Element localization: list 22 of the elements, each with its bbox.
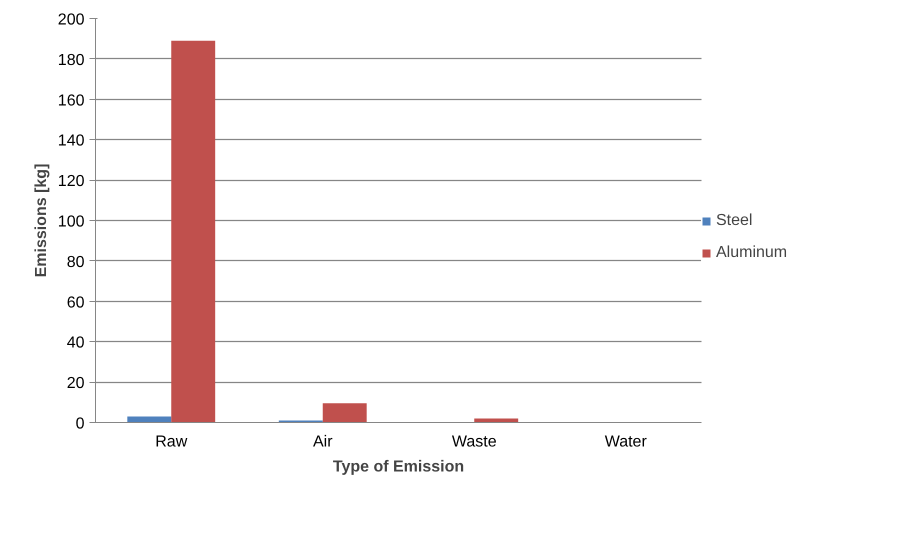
y-tick-label: 20 — [66, 375, 85, 392]
bar — [322, 403, 367, 422]
x-tick-label: Water — [604, 434, 648, 450]
legend-label: Steel — [716, 212, 752, 230]
x-tick-label: Air — [312, 434, 334, 450]
y-tick-label: 200 — [58, 12, 85, 28]
bar — [127, 416, 172, 422]
y-tick-label: 160 — [58, 92, 85, 110]
y-tick-label: 0 — [76, 416, 85, 432]
y-tick-label: 80 — [66, 254, 85, 271]
y-tick-label: 40 — [66, 334, 85, 352]
x-tick-label: Waste — [452, 434, 497, 450]
x-axis-title: Type of Emission — [332, 458, 464, 476]
bar — [171, 40, 216, 422]
y-tick-label: 100 — [58, 214, 85, 230]
y-tick-label: 120 — [58, 173, 85, 190]
y-tick-label: 140 — [58, 132, 85, 150]
y-tick-label: 60 — [66, 294, 85, 312]
legend-label: Aluminum — [716, 244, 788, 262]
y-axis-title: Emissions [kg] — [32, 164, 50, 278]
x-tick-label: Raw — [155, 434, 188, 450]
y-tick-label: 180 — [58, 52, 85, 69]
